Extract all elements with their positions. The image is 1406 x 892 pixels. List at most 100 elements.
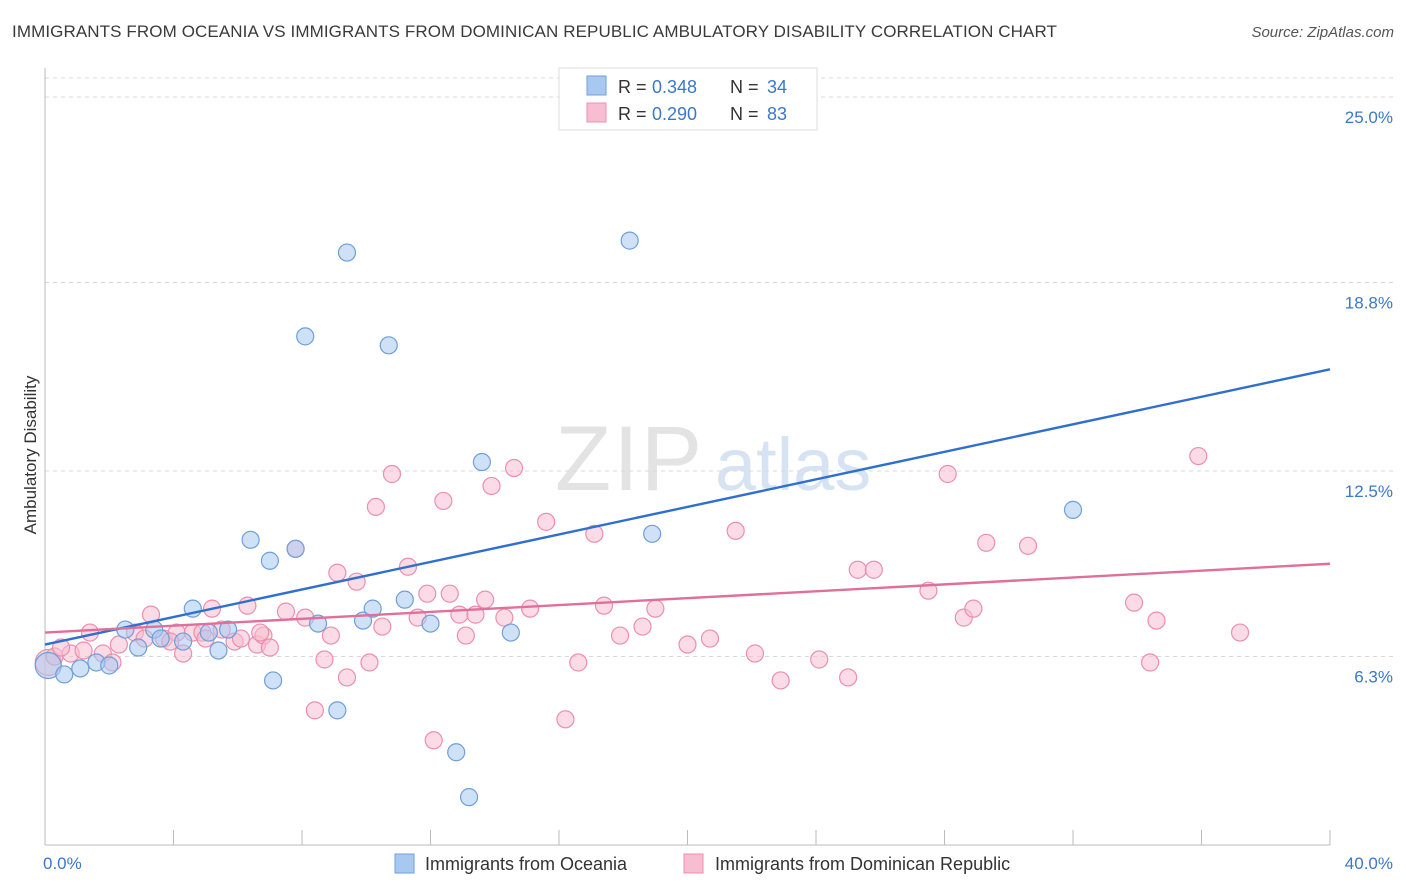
dominican-point bbox=[726, 521, 745, 540]
dominican-point bbox=[360, 653, 379, 672]
oceania-point bbox=[643, 524, 662, 543]
oceania-point bbox=[34, 651, 62, 680]
dominican-point bbox=[633, 617, 652, 636]
oceania-point bbox=[263, 671, 283, 690]
dominican-point bbox=[504, 458, 524, 478]
oceania-point bbox=[363, 599, 382, 618]
legend-n-value-oceania: 34 bbox=[767, 77, 787, 97]
x-tick-label-min: 0.0% bbox=[43, 854, 82, 873]
oceania-point bbox=[241, 530, 260, 549]
dominican-point bbox=[977, 533, 996, 552]
dominican-point bbox=[424, 731, 443, 750]
oceania-point bbox=[100, 656, 119, 675]
bottom-legend-label-dominican: Immigrants from Dominican Republic bbox=[715, 854, 1010, 874]
bottom-legend-swatch-dominican bbox=[683, 853, 704, 874]
dominican-point bbox=[864, 560, 883, 579]
dominican-point bbox=[109, 635, 128, 654]
dominican-point bbox=[594, 596, 614, 615]
dominican-point bbox=[556, 710, 575, 729]
legend-r-label-oceania: R = bbox=[618, 77, 652, 97]
y-tick-label: 12.5% bbox=[1345, 482, 1393, 501]
dominican-point bbox=[456, 626, 475, 645]
bottom-legend: Immigrants from Oceania Immigrants from … bbox=[394, 853, 1010, 874]
oceania-point bbox=[501, 623, 520, 642]
oceania-point bbox=[459, 788, 479, 807]
legend-n-value-dominican: 83 bbox=[767, 104, 787, 124]
dominican-point bbox=[328, 563, 347, 582]
oceania-trend-line bbox=[44, 368, 1331, 646]
oceania-point bbox=[395, 590, 414, 609]
dominican-point bbox=[382, 464, 402, 484]
oceania-point bbox=[296, 327, 315, 346]
dominican-point bbox=[520, 599, 540, 618]
watermark-atlas: atlas bbox=[715, 423, 871, 506]
dominican-point bbox=[537, 512, 556, 531]
y-axis-label: Ambulatory Disability bbox=[21, 375, 40, 534]
grid-lines bbox=[45, 77, 1393, 658]
dominican-point bbox=[366, 497, 385, 517]
oceania-point bbox=[421, 614, 440, 633]
dominican-point bbox=[1124, 593, 1144, 612]
dominican-point bbox=[51, 638, 71, 657]
dominican-point bbox=[1018, 536, 1038, 555]
dominican-point bbox=[1140, 653, 1160, 672]
watermark: ZIP atlas bbox=[555, 408, 871, 510]
dominican-point bbox=[585, 524, 604, 543]
dominican-point bbox=[231, 629, 251, 648]
dominican-point bbox=[321, 626, 341, 645]
bottom-legend-label-oceania: Immigrants from Oceania bbox=[425, 854, 628, 874]
oceania-point bbox=[260, 551, 279, 570]
dominican-point bbox=[964, 599, 983, 618]
data-points bbox=[34, 231, 1250, 807]
legend: R = 0.348 N = 34 R = 0.290 N = 83 bbox=[558, 67, 818, 131]
dominican-point bbox=[610, 626, 630, 645]
dominican-point bbox=[434, 491, 453, 511]
oceania-point bbox=[71, 659, 90, 678]
dominican-point bbox=[74, 641, 93, 660]
dominican-point bbox=[1189, 446, 1208, 466]
oceania-point bbox=[379, 336, 398, 355]
oceania-point bbox=[620, 231, 639, 250]
dominican-point bbox=[482, 476, 501, 496]
dominican-point bbox=[440, 584, 459, 603]
oceania-point bbox=[337, 243, 357, 262]
y-tick-label: 6.3% bbox=[1354, 668, 1393, 687]
oceania-point bbox=[129, 638, 148, 657]
dominican-point bbox=[373, 617, 392, 636]
dominican-point bbox=[251, 623, 270, 642]
dominican-point bbox=[276, 602, 296, 621]
dominican-point bbox=[476, 590, 495, 609]
oceania-point bbox=[1063, 500, 1083, 519]
chart-source: Source: ZipAtlas.com bbox=[1251, 24, 1394, 41]
oceania-point bbox=[55, 665, 74, 684]
dominican-point bbox=[1147, 611, 1166, 630]
chart-title: IMMIGRANTS FROM OCEANIA VS IMMIGRANTS FR… bbox=[12, 22, 1058, 41]
dominican-point bbox=[938, 464, 957, 484]
legend-n-label-dominican: N = bbox=[730, 104, 764, 124]
oceania-point bbox=[472, 452, 491, 472]
y-tick-label: 25.0% bbox=[1345, 108, 1393, 127]
legend-swatch-oceania bbox=[586, 75, 607, 96]
dominican-point bbox=[315, 650, 334, 669]
legend-r-value-oceania: 0.348 bbox=[652, 77, 697, 97]
oceania-point bbox=[199, 623, 218, 642]
axes: 6.3% 12.5% 18.8% 25.0% bbox=[44, 68, 1393, 846]
dominican-point bbox=[700, 629, 720, 648]
dominican-trend-line bbox=[44, 562, 1331, 634]
oceania-point bbox=[219, 620, 238, 639]
x-tick-label-max: 40.0% bbox=[1345, 854, 1393, 873]
dominican-point bbox=[569, 653, 588, 672]
trend-lines bbox=[44, 368, 1331, 646]
legend-swatch-dominican bbox=[586, 102, 607, 123]
dominican-point bbox=[305, 701, 324, 720]
oceania-point bbox=[286, 539, 305, 558]
dominican-point bbox=[418, 584, 437, 603]
dominican-point bbox=[1230, 623, 1250, 642]
oceania-point bbox=[209, 641, 228, 660]
oceania-point bbox=[328, 701, 347, 720]
dominican-point bbox=[678, 635, 697, 654]
watermark-zip: ZIP bbox=[555, 408, 704, 510]
legend-r-value-dominican: 0.290 bbox=[652, 104, 697, 124]
